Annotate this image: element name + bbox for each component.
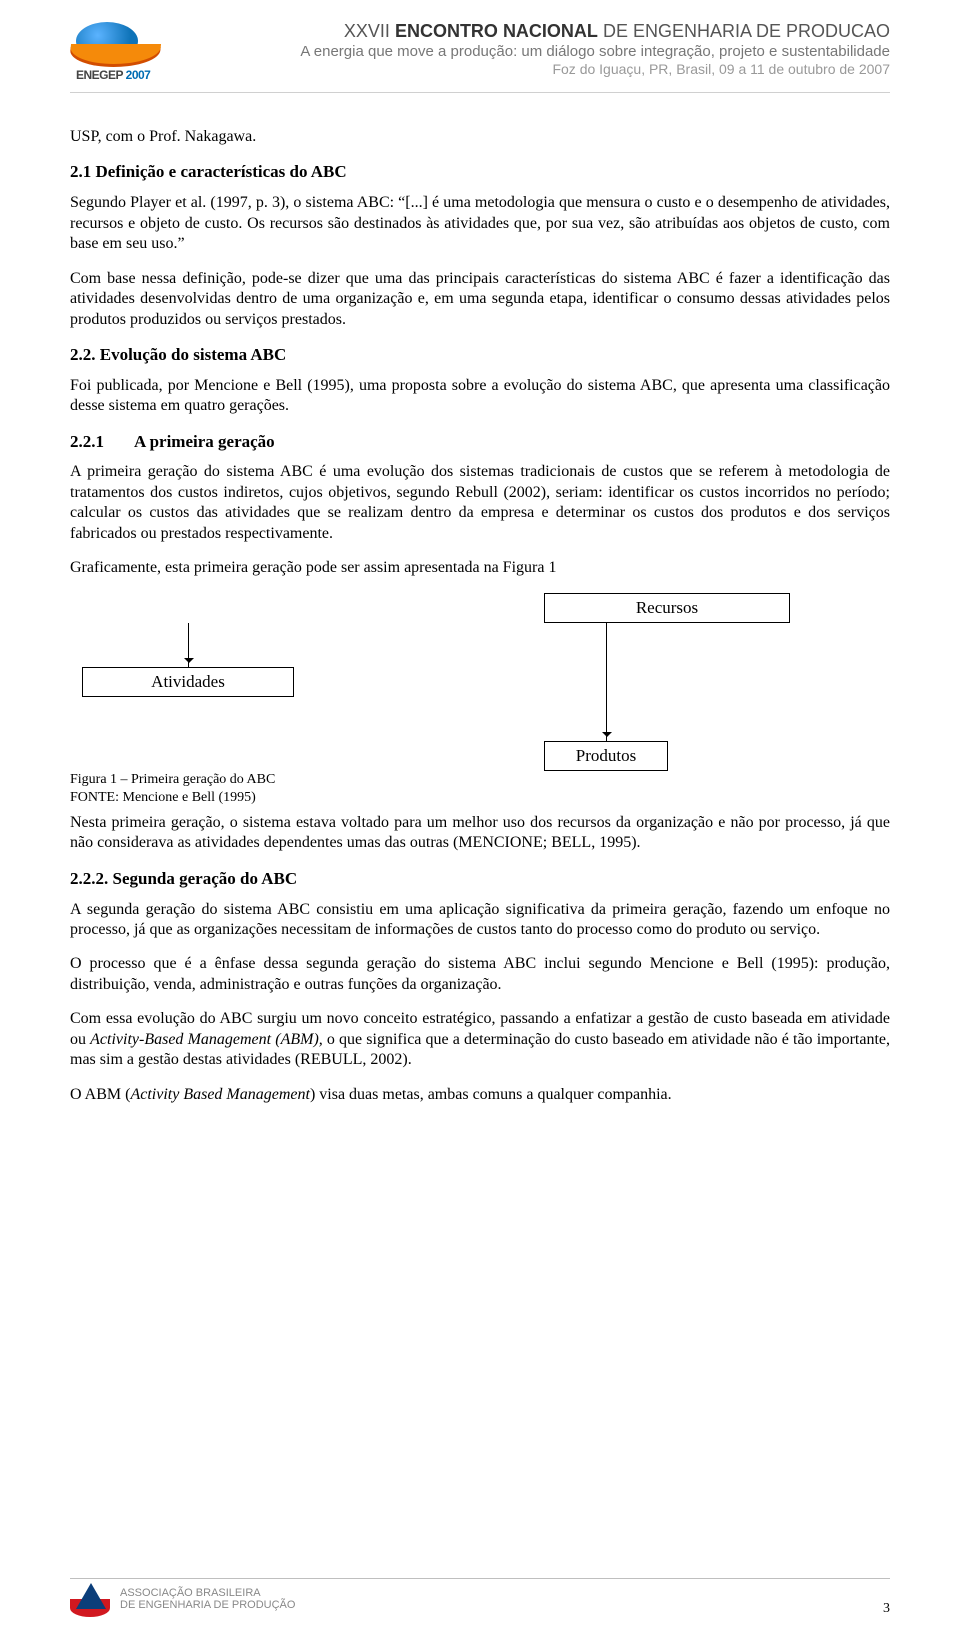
footer-org: ASSOCIAÇÃO BRASILEIRA DE ENGENHARIA DE P… — [70, 1581, 295, 1617]
abm-term-2: Activity Based Management — [130, 1086, 310, 1103]
para-abm-2b: ) visa duas metas, ambas comuns a qualqu… — [310, 1086, 672, 1103]
page-number: 3 — [883, 1601, 890, 1617]
para-second-gen-2: O processo que é a ênfase dessa segunda … — [70, 954, 890, 995]
para-fig-intro: Graficamente, esta primeira geração pode… — [70, 558, 890, 578]
logo-text: ENEGEP 2007 — [76, 68, 150, 82]
para-abm-2: O ABM (Activity Based Management) visa d… — [70, 1085, 890, 1105]
header-text-block: XXVII ENCONTRO NACIONAL DE ENGENHARIA DE… — [300, 18, 890, 79]
page-footer: ASSOCIAÇÃO BRASILEIRA DE ENGENHARIA DE P… — [70, 1578, 890, 1617]
header-title-bold: ENCONTRO NACIONAL — [395, 21, 598, 41]
node-atividades: Atividades — [82, 667, 294, 697]
logo-acronym: ENEGEP — [76, 68, 123, 82]
figure-1-source: FONTE: Mencione e Bell (1995) — [70, 789, 275, 807]
node-produtos: Produtos — [544, 741, 668, 771]
abm-term-1: Activity-Based Management (ABM), — [90, 1031, 323, 1048]
arrow-recursos-to-atividades — [188, 623, 189, 667]
enegep-logo: ENEGEP 2007 — [70, 18, 170, 88]
abepro-logo-icon — [70, 1581, 112, 1617]
para-abm-2a: O ABM ( — [70, 1086, 130, 1103]
heading-2-2-1-text: A primeira geração — [134, 432, 275, 451]
para-abm-1: Com essa evolução do ABC surgiu um novo … — [70, 1009, 890, 1070]
para-usp: USP, com o Prof. Nakagawa. — [70, 127, 890, 147]
header-title: XXVII ENCONTRO NACIONAL DE ENGENHARIA DE… — [300, 20, 890, 43]
page-header: ENEGEP 2007 XXVII ENCONTRO NACIONAL DE E… — [70, 18, 890, 93]
header-title-pre: XXVII — [344, 21, 395, 41]
node-recursos: Recursos — [544, 593, 790, 623]
footer-org-line1: ASSOCIAÇÃO BRASILEIRA — [120, 1587, 295, 1599]
heading-2-2: 2.2. Evolução do sistema ABC — [70, 344, 890, 366]
heading-2-1: 2.1 Definição e características do ABC — [70, 161, 890, 183]
para-evolution: Foi publicada, por Mencione e Bell (1995… — [70, 376, 890, 417]
header-title-post: DE ENGENHARIA DE PRODUCAO — [598, 21, 890, 41]
heading-2-2-2: 2.2.2. Segunda geração do ABC — [70, 868, 890, 890]
header-subtitle: A energia que move a produção: um diálog… — [300, 43, 890, 62]
footer-org-line2: DE ENGENHARIA DE PRODUÇÃO — [120, 1599, 295, 1611]
heading-2-2-1-num: 2.2.1 — [70, 432, 104, 451]
logo-year: 2007 — [126, 68, 151, 82]
para-second-gen-1: A segunda geração do sistema ABC consist… — [70, 900, 890, 941]
figure-1-flowchart: Recursos Atividades Produtos Figura 1 – … — [70, 593, 890, 813]
figure-1-caption: Figura 1 – Primeira geração do ABC — [70, 771, 275, 789]
swoosh-icon — [69, 44, 161, 64]
footer-org-text: ASSOCIAÇÃO BRASILEIRA DE ENGENHARIA DE P… — [120, 1587, 295, 1611]
arrow-atividades-to-produtos — [606, 623, 607, 741]
para-first-gen: A primeira geração do sistema ABC é uma … — [70, 462, 890, 544]
para-def-explain: Com base nessa definição, pode-se dizer … — [70, 269, 890, 330]
para-def-quote: Segundo Player et al. (1997, p. 3), o si… — [70, 193, 890, 254]
heading-2-2-1: 2.2.1 A primeira geração — [70, 431, 890, 453]
header-location: Foz do Iguaçu, PR, Brasil, 09 a 11 de ou… — [300, 61, 890, 79]
